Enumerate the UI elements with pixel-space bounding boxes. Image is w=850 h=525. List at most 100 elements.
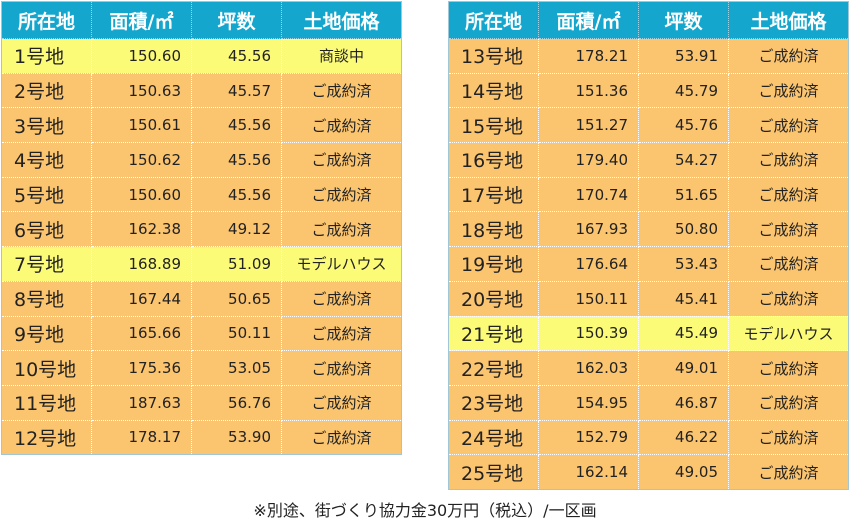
tsubo-cell: 53.43: [638, 246, 729, 282]
lot-number-cell: 8号地: [1, 280, 92, 317]
table-row: 6号地 162.38 49.12 ご成約済: [1, 211, 402, 248]
lot-number-cell: 17号地: [448, 176, 539, 213]
lot-number-cell: 2号地: [1, 72, 92, 109]
tsubo-cell: 54.27: [638, 142, 729, 178]
lot-number-cell: 7号地: [1, 246, 92, 282]
area-cell: 150.11: [538, 280, 639, 317]
tsubo-cell: 45.76: [638, 107, 729, 144]
header-tsubo: 坪数: [638, 1, 729, 39]
header-price: 土地価格: [728, 1, 849, 39]
area-cell: 178.17: [91, 419, 192, 456]
area-cell: 154.95: [538, 384, 639, 421]
price-status-cell: ご成約済: [728, 280, 849, 317]
tsubo-cell: 50.11: [191, 315, 282, 352]
price-status-cell: ご成約済: [728, 176, 849, 213]
lot-number-cell: 22号地: [448, 350, 539, 386]
lot-number-cell: 6号地: [1, 211, 92, 248]
table-row: 10号地 175.36 53.05 ご成約済: [1, 350, 402, 386]
area-cell: 162.14: [538, 454, 639, 490]
price-status-cell: ご成約済: [281, 280, 402, 317]
tsubo-cell: 45.56: [191, 38, 282, 74]
area-cell: 187.63: [91, 384, 192, 421]
price-status-cell: ご成約済: [281, 176, 402, 213]
tsubo-cell: 45.79: [638, 72, 729, 109]
lot-number-cell: 25号地: [448, 454, 539, 490]
table-row: 4号地 150.62 45.56 ご成約済: [1, 142, 402, 178]
lot-number-cell: 20号地: [448, 280, 539, 317]
table-row: 17号地 170.74 51.65 ご成約済: [448, 176, 849, 213]
tsubo-cell: 45.56: [191, 176, 282, 213]
price-status-cell: ご成約済: [281, 211, 402, 248]
tsubo-cell: 49.05: [638, 454, 729, 490]
area-cell: 150.61: [91, 107, 192, 144]
table-row: 23号地 154.95 46.87 ご成約済: [448, 384, 849, 421]
area-cell: 165.66: [91, 315, 192, 352]
header-row: 所在地 面積/㎡ 坪数 土地価格: [1, 1, 402, 39]
table-row: 1号地 150.60 45.56 商談中: [1, 38, 402, 74]
tsubo-cell: 45.56: [191, 142, 282, 178]
table-row: 8号地 167.44 50.65 ご成約済: [1, 280, 402, 317]
price-status-cell: ご成約済: [728, 38, 849, 74]
table-row: 18号地 167.93 50.80 ご成約済: [448, 211, 849, 248]
area-cell: 178.21: [538, 38, 639, 74]
table-row: 21号地 150.39 45.49 モデルハウス: [448, 315, 849, 352]
area-cell: 162.38: [91, 211, 192, 248]
tsubo-cell: 50.65: [191, 280, 282, 317]
tsubo-cell: 53.91: [638, 38, 729, 74]
price-status-cell: ご成約済: [728, 419, 849, 456]
lot-number-cell: 3号地: [1, 107, 92, 144]
price-status-cell: ご成約済: [281, 419, 402, 456]
lot-number-cell: 4号地: [1, 142, 92, 178]
area-cell: 179.40: [538, 142, 639, 178]
lot-number-cell: 11号地: [1, 384, 92, 421]
area-cell: 170.74: [538, 176, 639, 213]
price-status-cell: ご成約済: [728, 454, 849, 490]
table-row: 16号地 179.40 54.27 ご成約済: [448, 142, 849, 178]
price-status-cell: ご成約済: [281, 107, 402, 144]
table-row: 19号地 176.64 53.43 ご成約済: [448, 246, 849, 282]
tsubo-cell: 45.49: [638, 315, 729, 352]
table-row: 20号地 150.11 45.41 ご成約済: [448, 280, 849, 317]
area-cell: 150.60: [91, 38, 192, 74]
price-status-cell: ご成約済: [281, 142, 402, 178]
table-row: 24号地 152.79 46.22 ご成約済: [448, 419, 849, 456]
table-row: 14号地 151.36 45.79 ご成約済: [448, 72, 849, 109]
lot-number-cell: 21号地: [448, 315, 539, 352]
lot-number-cell: 16号地: [448, 142, 539, 178]
price-status-cell: ご成約済: [728, 384, 849, 421]
price-status-cell: ご成約済: [728, 350, 849, 386]
lot-number-cell: 15号地: [448, 107, 539, 144]
lot-number-cell: 19号地: [448, 246, 539, 282]
tsubo-cell: 50.80: [638, 211, 729, 248]
table-row: 15号地 151.27 45.76 ご成約済: [448, 107, 849, 144]
price-status-cell: ご成約済: [281, 350, 402, 386]
header-area: 面積/㎡: [538, 1, 639, 39]
header-tsubo: 坪数: [191, 1, 282, 39]
tsubo-cell: 51.09: [191, 246, 282, 282]
price-status-cell: ご成約済: [728, 246, 849, 282]
area-cell: 168.89: [91, 246, 192, 282]
lot-number-cell: 9号地: [1, 315, 92, 352]
table-row: 13号地 178.21 53.91 ご成約済: [448, 38, 849, 74]
lot-table-right: 所在地 面積/㎡ 坪数 土地価格 13号地 178.21 53.91 ご成約済 14号地…: [448, 1, 849, 490]
lot-number-cell: 24号地: [448, 419, 539, 456]
lot-number-cell: 5号地: [1, 176, 92, 213]
price-status-cell: ご成約済: [728, 211, 849, 248]
tsubo-cell: 45.56: [191, 107, 282, 144]
lot-number-cell: 1号地: [1, 38, 92, 74]
table-row: 11号地 187.63 56.76 ご成約済: [1, 384, 402, 421]
lot-number-cell: 18号地: [448, 211, 539, 248]
lot-number-cell: 23号地: [448, 384, 539, 421]
price-status-cell: 商談中: [281, 38, 402, 74]
header-area: 面積/㎡: [91, 1, 192, 39]
area-cell: 167.44: [91, 280, 192, 317]
area-cell: 150.60: [91, 176, 192, 213]
price-status-cell: モデルハウス: [281, 246, 402, 282]
header-price: 土地価格: [281, 1, 402, 39]
price-status-cell: モデルハウス: [728, 315, 849, 352]
table-row: 22号地 162.03 49.01 ご成約済: [448, 350, 849, 386]
tsubo-cell: 56.76: [191, 384, 282, 421]
table-row: 12号地 178.17 53.90 ご成約済: [1, 419, 402, 456]
area-cell: 167.93: [538, 211, 639, 248]
tsubo-cell: 49.12: [191, 211, 282, 248]
